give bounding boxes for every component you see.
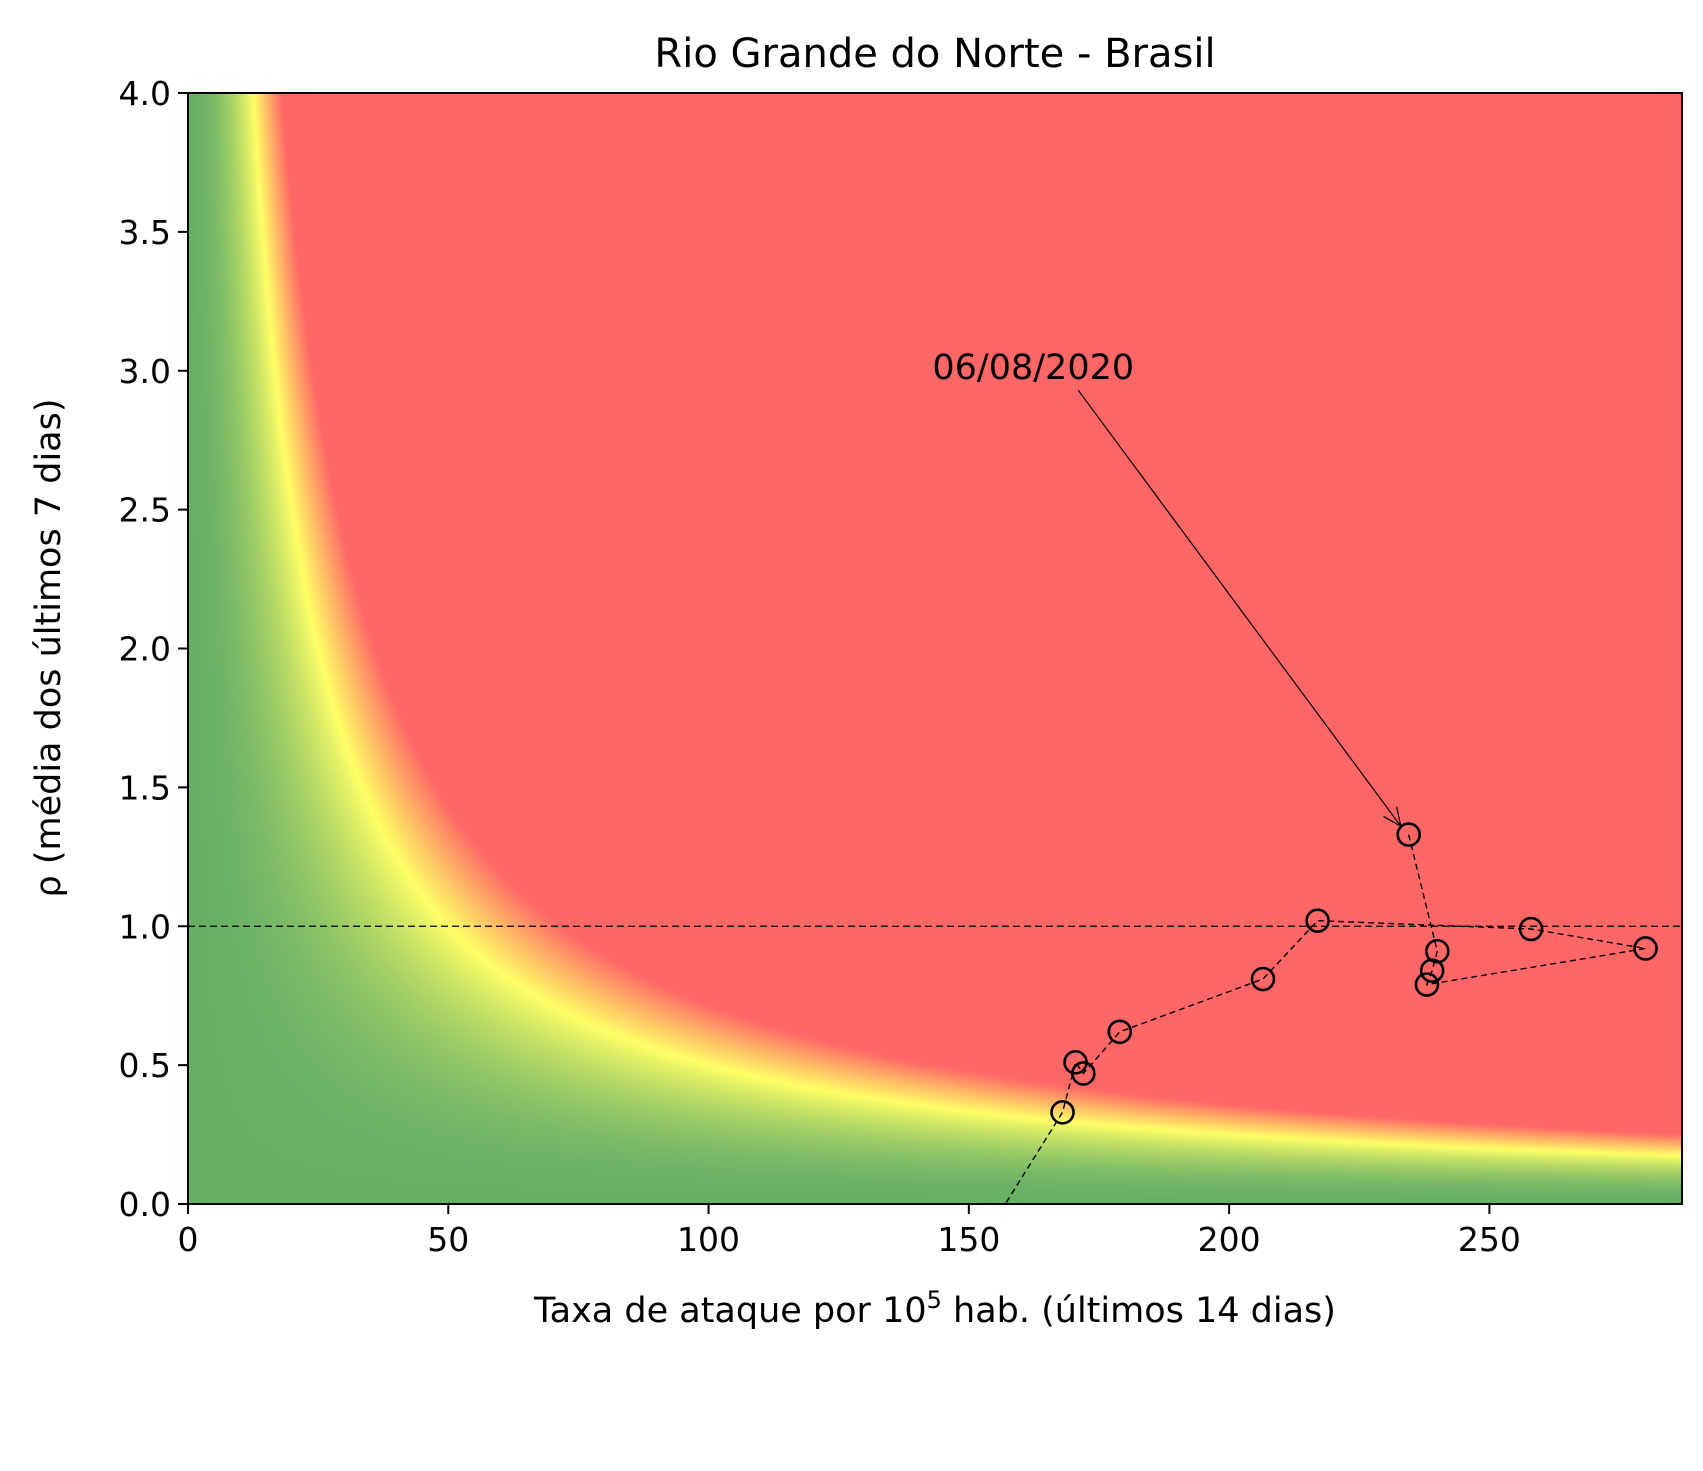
data-point <box>1396 822 1422 847</box>
annotation: 06/08/2020 <box>932 348 1402 828</box>
y-tick-label: 2.0 <box>119 630 171 669</box>
data-point <box>1633 936 1658 961</box>
y-axis-label: ρ (média dos últimos 7 dias) <box>29 398 69 897</box>
x-tick-label: 100 <box>677 1220 740 1259</box>
x-tick-label: 50 <box>427 1220 469 1259</box>
y-tick-label: 0.0 <box>119 1185 171 1224</box>
data-point <box>1063 1050 1088 1075</box>
x-axis-label-rest: hab. (últimos 14 dias) <box>942 1291 1336 1331</box>
data-point <box>1518 916 1544 942</box>
data-point <box>1107 1019 1133 1045</box>
x-tick-label: 250 <box>1458 1220 1521 1259</box>
x-tick-label: 200 <box>1198 1220 1261 1259</box>
series-line <box>1004 834 1646 1204</box>
y-tick-label: 1.0 <box>119 907 171 946</box>
y-tick-label: 2.5 <box>119 491 171 530</box>
y-tick-label: 4.0 <box>119 74 171 113</box>
y-tick-label: 3.0 <box>119 352 171 391</box>
data-point <box>1414 972 1440 997</box>
x-axis-label-superscript: 5 <box>927 1286 942 1314</box>
x-tick-label: 150 <box>937 1220 1000 1259</box>
y-tick-label: 1.5 <box>119 768 171 807</box>
x-axis: 0 50 100 150 200 250 <box>178 1204 1521 1259</box>
plot-area <box>188 93 1682 1204</box>
x-tick-label: 0 <box>178 1220 199 1259</box>
annotation-arrowhead <box>1383 806 1402 828</box>
x-axis-label: Taxa de ataque por 105 hab. (últimos 14 … <box>533 1286 1336 1331</box>
data-point <box>1419 958 1445 983</box>
x-axis-label-main: Taxa de ataque por 10 <box>533 1291 927 1331</box>
series-markers <box>1050 822 1658 1125</box>
data-point <box>1305 908 1330 933</box>
data-point <box>1050 1100 1075 1125</box>
risk-heatmap-background <box>188 93 1682 1204</box>
annotation-label: 06/08/2020 <box>932 348 1134 388</box>
y-axis: 0.0 0.5 1.0 1.5 2.0 2.5 3.0 3.5 4.0 <box>119 74 188 1224</box>
chart-title: Rio Grande do Norte - Brasil <box>654 31 1215 77</box>
y-tick-label: 3.5 <box>119 213 171 252</box>
data-point <box>1250 966 1276 992</box>
annotation-arrow <box>1077 389 1402 827</box>
y-tick-label: 0.5 <box>119 1046 171 1085</box>
